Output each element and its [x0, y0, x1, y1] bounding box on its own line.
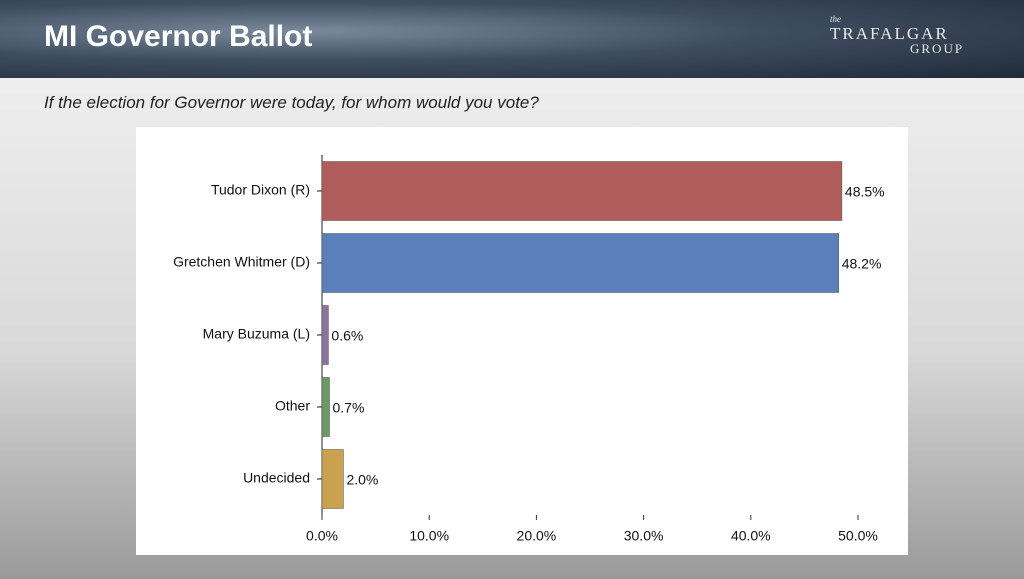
- bar: [321, 377, 330, 437]
- question: If the election for Governor were today,…: [44, 93, 539, 112]
- value-label: 48.5%: [845, 184, 885, 200]
- header-band: MI Governor Ballot the TRAFALGAR GROUP: [0, 0, 1024, 78]
- bar: [321, 305, 329, 365]
- bar: [321, 233, 839, 293]
- chart: 0.0% 10.0% 20.0% 30.0% 40.0% 50.0% Tudor Dixon…: [173, 155, 885, 544]
- value-label: 48.2%: [842, 256, 882, 272]
- bar: [321, 161, 843, 221]
- logo: the TRAFALGAR GROUP: [830, 14, 962, 56]
- logo-small: the: [830, 14, 841, 24]
- x-tick-label: 50.0%: [838, 528, 878, 544]
- x-tick-label: 30.0%: [624, 528, 664, 544]
- x-tick-label: 10.0%: [409, 528, 449, 544]
- y-tick-label: Undecided: [243, 470, 310, 486]
- bar: [321, 449, 344, 509]
- logo-group: GROUP: [910, 41, 965, 56]
- value-label: 2.0%: [346, 472, 378, 488]
- y-tick-label: Gretchen Whitmer (D): [173, 254, 310, 270]
- y-tick-label: Mary Buzuma (L): [203, 326, 310, 342]
- value-label: 0.6%: [331, 328, 363, 344]
- x-tick-label: 0.0%: [306, 528, 338, 544]
- logo-name: TRAFALGAR: [830, 24, 949, 43]
- chart-panel: 0.0% 10.0% 20.0% 30.0% 40.0% 50.0% Tudor Dixon…: [136, 127, 908, 555]
- x-tick-label: 20.0%: [517, 528, 557, 544]
- y-tick-label: Tudor Dixon (R): [211, 182, 310, 198]
- x-tick-label: 40.0%: [731, 528, 771, 544]
- value-label: 0.7%: [333, 400, 365, 416]
- y-tick-label: Other: [275, 398, 310, 414]
- slide-title: MI Governor Ballot: [44, 20, 313, 53]
